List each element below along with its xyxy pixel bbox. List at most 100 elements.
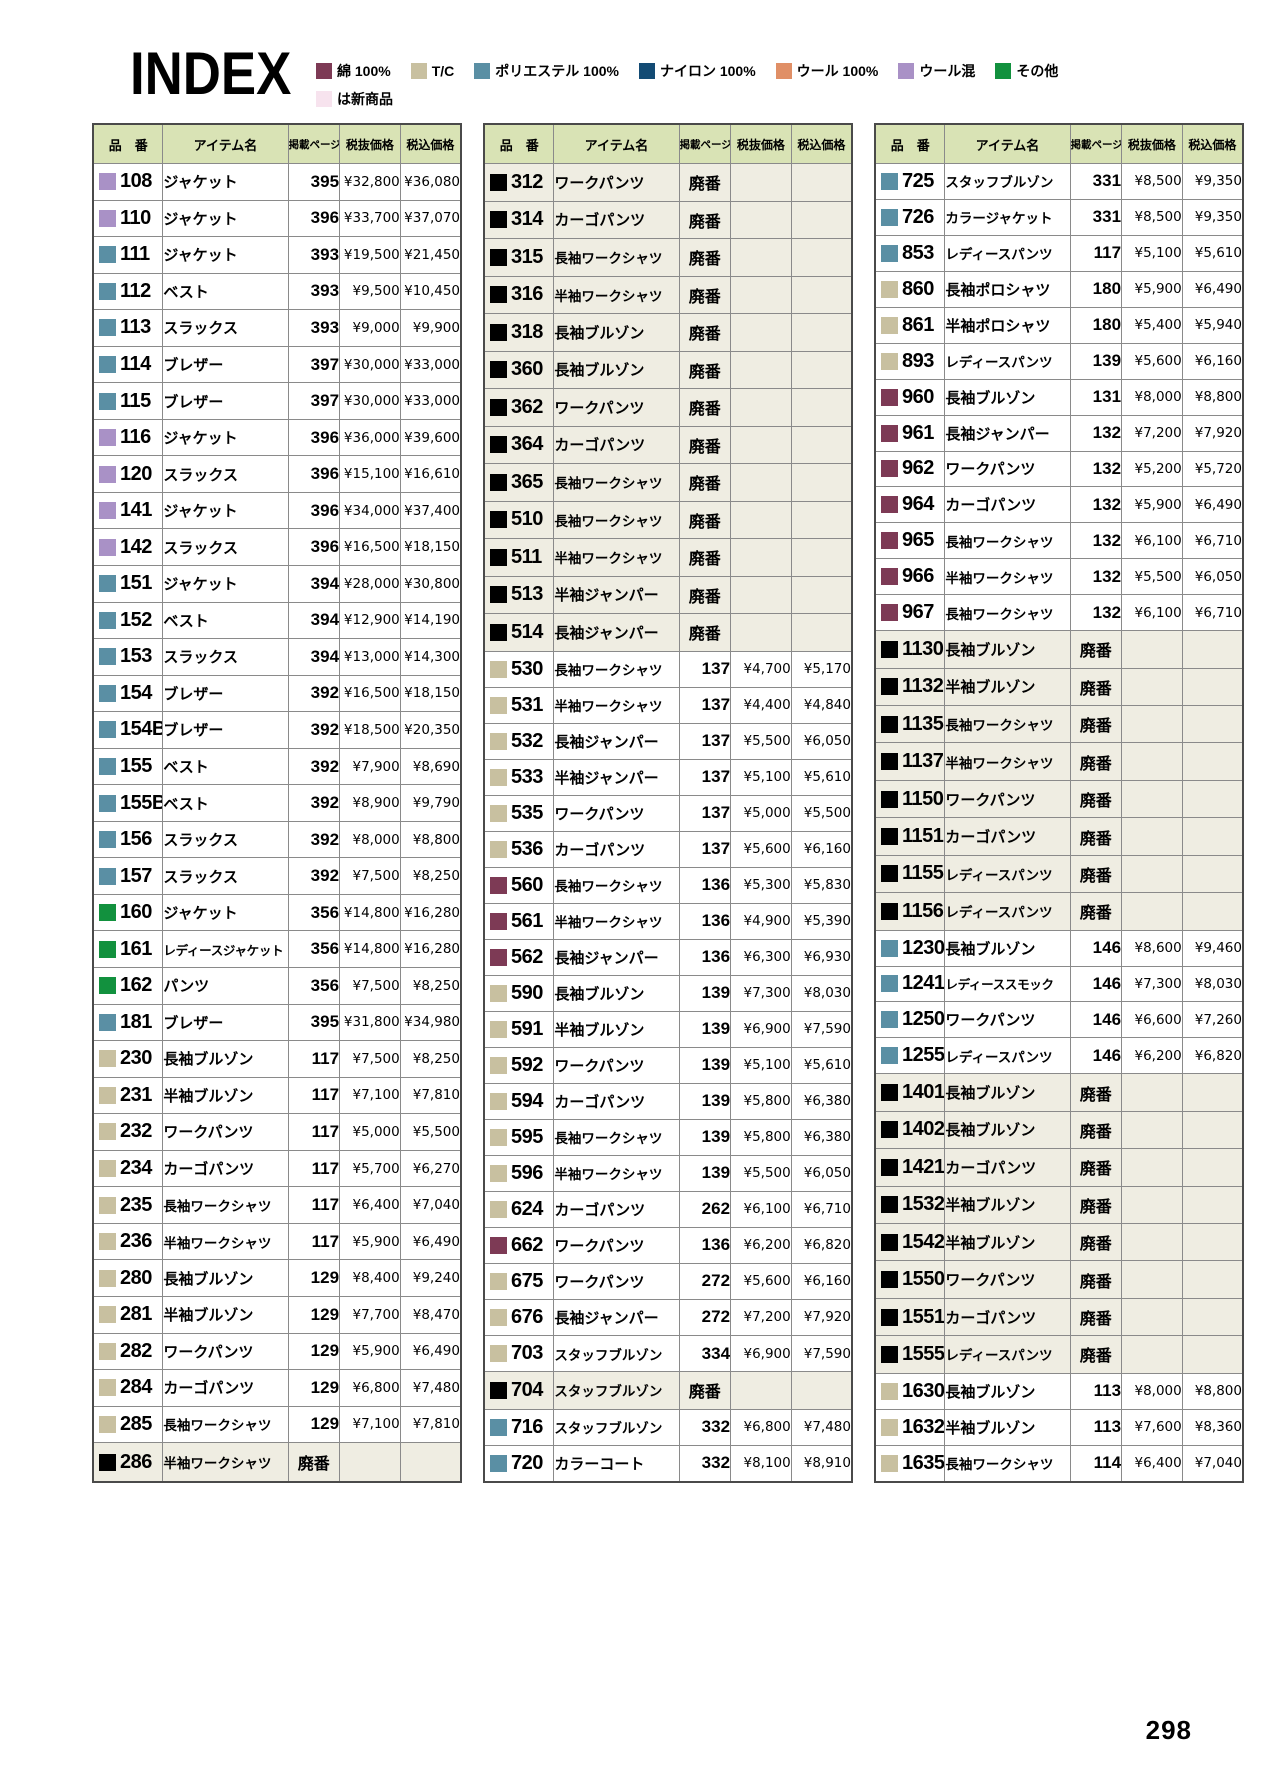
product-number-cell: 153 [92, 638, 164, 676]
material-color-swatch [490, 623, 507, 641]
product-number-cell: 591 [483, 1010, 555, 1048]
price-ex-tax: ¥8,400 [339, 1259, 401, 1297]
price-ex-tax: ¥14,800 [339, 930, 401, 969]
material-color-swatch [490, 1164, 507, 1182]
item-name: 半袖ジャンパー [553, 575, 680, 615]
material-color-swatch [99, 831, 116, 849]
table-row: 1555 レディースパンツ 廃番 [874, 1335, 1244, 1374]
item-name: カーゴパンツ [553, 1082, 680, 1120]
item-name: 長袖ブルゾン [553, 350, 680, 390]
product-number: 1630 [902, 1379, 945, 1402]
discontinued-label: 廃番 [1069, 854, 1123, 894]
product-number: 966 [902, 565, 934, 588]
product-number-cell: 114 [92, 345, 164, 384]
price-ex-tax [1121, 742, 1183, 781]
material-color-swatch [490, 840, 507, 858]
product-number: 281 [120, 1303, 152, 1326]
price-inc-tax: ¥8,360 [1181, 1408, 1244, 1446]
price-ex-tax: ¥30,000 [339, 345, 401, 384]
product-number-cell: 155 [92, 747, 164, 786]
table-row: 966 半袖ワークシャツ 132 ¥5,500 ¥6,050 [874, 558, 1244, 596]
material-color-swatch [99, 319, 116, 337]
product-number: 1532 [902, 1193, 945, 1216]
index-table-3: 品 番アイテム名 掲載ページ 税抜価格 税込価格 725 スタッフブルゾン 331 ¥8,50… [874, 123, 1244, 1483]
discontinued-label: 廃番 [678, 425, 732, 465]
table-row: 513 半袖ジャンパー 廃番 [483, 575, 853, 615]
price-inc-tax: ¥8,250 [399, 1040, 462, 1078]
product-number: 592 [511, 1053, 543, 1076]
item-name: 半袖ブルゾン [162, 1076, 289, 1115]
material-color-swatch [99, 173, 116, 191]
item-name: 半袖ブルゾン [944, 1222, 1071, 1262]
material-color-swatch [99, 904, 116, 922]
material-color-swatch [99, 611, 116, 629]
product-number: 181 [120, 1010, 152, 1033]
price-inc-tax [1181, 667, 1244, 707]
item-name: ジャケット [162, 199, 289, 238]
table-row: 111 ジャケット 393 ¥19,500 ¥21,450 [92, 236, 462, 274]
table-row: 860 長袖ポロシャツ 180 ¥5,900 ¥6,490 [874, 270, 1244, 308]
price-inc-tax: ¥6,490 [399, 1332, 462, 1371]
price-inc-tax: ¥33,000 [399, 382, 462, 420]
product-number: 1255 [902, 1044, 945, 1067]
price-inc-tax: ¥6,050 [790, 722, 853, 760]
item-name: ブレザー [162, 674, 289, 713]
catalog-page-number: 146 [1069, 929, 1123, 967]
product-number: 1150 [902, 787, 944, 810]
table-row: 560 長袖ワークシャツ 136 ¥5,300 ¥5,830 [483, 866, 853, 904]
item-name: スラックス [162, 309, 289, 347]
table-row: 154 ブレザー 392 ¥16,500 ¥18,150 [92, 674, 462, 713]
price-ex-tax: ¥5,100 [730, 1046, 792, 1084]
price-ex-tax: ¥5,900 [1121, 486, 1183, 524]
index-table-2: 品 番アイテム名 掲載ページ 税抜価格 税込価格 312 ワークパンツ 廃番 314 カーゴパン… [483, 123, 853, 1483]
product-number: 155B [120, 791, 163, 814]
product-number-cell: 1155 [874, 854, 946, 894]
material-color-swatch [99, 246, 116, 264]
material-color-swatch [490, 696, 507, 714]
material-color-swatch [490, 436, 507, 454]
product-number: 596 [511, 1161, 543, 1184]
legend-label: ナイロン 100% [659, 63, 756, 79]
material-color-swatch [99, 684, 116, 702]
product-number-cell: 533 [483, 758, 555, 796]
material-color-swatch [490, 1381, 507, 1399]
material-color-swatch [881, 1233, 898, 1251]
product-number-cell: 962 [874, 450, 946, 488]
table-row: 157 スラックス 392 ¥7,500 ¥8,250 [92, 857, 462, 895]
price-inc-tax: ¥7,040 [399, 1186, 462, 1224]
table-row: 964 カーゴパンツ 132 ¥5,900 ¥6,490 [874, 486, 1244, 524]
price-inc-tax: ¥14,300 [399, 638, 462, 676]
item-name: カラーコート [553, 1444, 680, 1483]
product-number: 532 [511, 729, 543, 752]
table-row: 284 カーゴパンツ 129 ¥6,800 ¥7,480 [92, 1369, 462, 1407]
price-ex-tax [730, 313, 792, 352]
product-number: 1132 [902, 675, 944, 698]
item-name: ブレザー [162, 382, 289, 420]
product-number-cell: 316 [483, 275, 555, 315]
material-color-swatch [881, 244, 898, 262]
discontinued-label: 廃番 [1069, 779, 1123, 819]
product-number: 960 [902, 385, 934, 408]
table-row: 704 スタッフブルゾン 廃番 [483, 1371, 853, 1410]
material-color-swatch [99, 429, 116, 447]
material-color-swatch [881, 496, 898, 514]
item-name: 長袖ワークシャツ [553, 500, 680, 540]
product-number-cell: 594 [483, 1082, 555, 1120]
price-inc-tax: ¥7,480 [399, 1369, 462, 1407]
material-color-swatch [490, 286, 507, 304]
legend-label: 綿 100% [337, 63, 391, 79]
table-row: 285 長袖ワークシャツ 129 ¥7,100 ¥7,810 [92, 1405, 462, 1444]
item-name: 長袖ワークシャツ [553, 650, 680, 688]
price-ex-tax: ¥7,500 [339, 967, 401, 1005]
product-number-cell: 110 [92, 199, 164, 238]
item-name: 半袖ポロシャツ [944, 306, 1071, 344]
price-inc-tax: ¥6,270 [399, 1149, 462, 1188]
table-row: 1230 長袖ブルゾン 146 ¥8,600 ¥9,460 [874, 929, 1244, 967]
price-inc-tax: ¥5,170 [790, 650, 853, 688]
table-row: 561 半袖ワークシャツ 136 ¥4,900 ¥5,390 [483, 902, 853, 940]
product-number-cell: 726 [874, 198, 946, 236]
item-name: ブレザー [162, 711, 289, 749]
product-number-cell: 511 [483, 538, 555, 577]
catalog-page-number: 117 [287, 1186, 341, 1224]
product-number-cell: 1532 [874, 1185, 946, 1225]
